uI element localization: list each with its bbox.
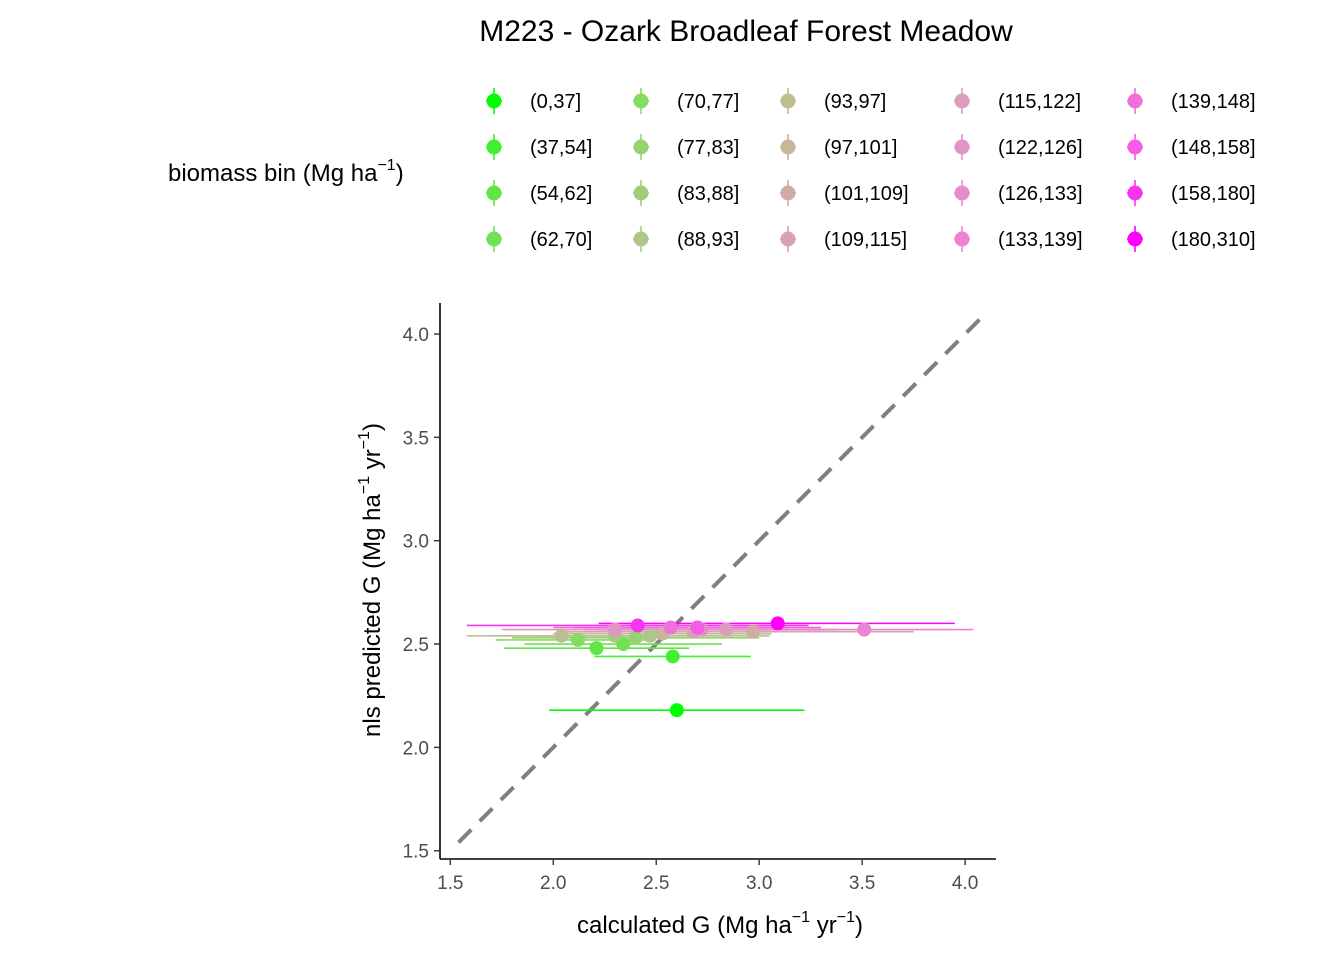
- legend-key-point-2: [486, 185, 502, 201]
- y-axis-title: nls predicted G (Mg ha−1 yr−1): [356, 423, 386, 737]
- legend-item-14: (126,133]: [954, 180, 1083, 206]
- legend-label-13: (122,126]: [998, 137, 1083, 159]
- legend-label-0: (0,37]: [530, 91, 581, 113]
- identity-reference-line: [457, 309, 990, 844]
- legend-label-15: (133,139]: [998, 229, 1083, 251]
- legend-key-point-14: [954, 185, 970, 201]
- y-tick-label-1: 2.0: [403, 738, 429, 759]
- legend-label-16: (139,148]: [1171, 91, 1256, 113]
- legend-label-10: (101,109]: [824, 183, 909, 205]
- legend-key-point-0: [486, 93, 502, 109]
- legend-label-19: (180,310]: [1171, 229, 1256, 251]
- legend-key-point-18: [1127, 185, 1143, 201]
- x-axis-ticks: 1.5 2.0 2.5 3.0 3.5 4.0: [437, 859, 978, 894]
- legend-key-point-17: [1127, 139, 1143, 155]
- legend-item-11: (109,115]: [780, 226, 907, 252]
- legend-item-4: (70,77]: [633, 88, 739, 114]
- legend-item-8: (93,97]: [780, 88, 886, 114]
- legend-key-point-3: [486, 231, 502, 247]
- legend-label-5: (77,83]: [677, 137, 739, 159]
- x-tick-label-0: 1.5: [437, 873, 463, 894]
- legend-key-point-6: [633, 185, 649, 201]
- data-point-4: [570, 632, 585, 647]
- data-point-2: [589, 641, 604, 656]
- legend-label-2: (54,62]: [530, 183, 592, 205]
- legend-item-2: (54,62]: [486, 180, 592, 206]
- legend-item-0: (0,37]: [486, 88, 581, 114]
- legend-label-1: (37,54]: [530, 137, 592, 159]
- legend-label-4: (70,77]: [677, 91, 739, 113]
- legend-key-point-10: [780, 185, 796, 201]
- data-point-5: [628, 630, 643, 645]
- x-tick-label-4: 3.5: [849, 873, 875, 894]
- y-tick-label-4: 3.5: [403, 428, 429, 449]
- legend-item-17: (148,158]: [1127, 134, 1256, 160]
- legend-label-18: (158,180]: [1171, 183, 1256, 205]
- y-tick-label-2: 2.5: [403, 635, 429, 656]
- legend-key-point-16: [1127, 93, 1143, 109]
- legend-title: biomass bin (Mg ha−1): [168, 157, 404, 187]
- plot-panel: [457, 309, 990, 844]
- x-tick-label-5: 4.0: [952, 873, 978, 894]
- y-tick-label-0: 1.5: [403, 842, 429, 863]
- legend-item-16: (139,148]: [1127, 88, 1256, 114]
- legend-item-7: (88,93]: [633, 226, 739, 252]
- legend-item-18: (158,180]: [1127, 180, 1256, 206]
- x-tick-label-1: 2.0: [540, 873, 566, 894]
- legend-key-point-9: [780, 139, 796, 155]
- legend-item-12: (115,122]: [954, 88, 1081, 114]
- legend-label-9: (97,101]: [824, 137, 897, 159]
- legend-label-7: (88,93]: [677, 229, 739, 251]
- legend-key-point-13: [954, 139, 970, 155]
- legend-key-point-12: [954, 93, 970, 109]
- legend-key-point-5: [633, 139, 649, 155]
- legend-item-13: (122,126]: [954, 134, 1083, 160]
- data-point-7: [643, 628, 658, 643]
- data-point-15: [857, 622, 872, 637]
- legend-item-1: (37,54]: [486, 134, 592, 160]
- legend-key-point-11: [780, 231, 796, 247]
- legend: (0,37] (37,54] (54,62] (62,70] (70,77] (77,83…: [486, 88, 1256, 252]
- legend-item-19: (180,310]: [1127, 226, 1256, 252]
- x-axis-title: calculated G (Mg ha−1 yr−1): [577, 909, 863, 939]
- legend-item-5: (77,83]: [633, 134, 739, 160]
- legend-key-point-15: [954, 231, 970, 247]
- y-axis-ticks: 1.5 2.0 2.5 3.0 3.5 4.0: [403, 325, 440, 863]
- legend-item-10: (101,109]: [780, 180, 909, 206]
- chart-title: M223 - Ozark Broadleaf Forest Meadow: [479, 15, 1013, 48]
- data-point-19: [770, 616, 785, 631]
- legend-item-9: (97,101]: [780, 134, 897, 160]
- legend-label-8: (93,97]: [824, 91, 886, 113]
- data-point-17: [690, 620, 705, 635]
- legend-key-point-7: [633, 231, 649, 247]
- legend-key-point-4: [633, 93, 649, 109]
- legend-key-point-8: [780, 93, 796, 109]
- legend-label-6: (83,88]: [677, 183, 739, 205]
- legend-item-15: (133,139]: [954, 226, 1083, 252]
- data-point-8: [554, 628, 569, 643]
- x-tick-label-3: 3.0: [746, 873, 772, 894]
- legend-label-11: (109,115]: [824, 229, 907, 251]
- y-tick-label-3: 3.0: [403, 532, 429, 553]
- legend-item-6: (83,88]: [633, 180, 739, 206]
- data-point-10: [746, 624, 761, 639]
- data-point-12: [719, 622, 734, 637]
- legend-label-17: (148,158]: [1171, 137, 1256, 159]
- legend-key-point-1: [486, 139, 502, 155]
- legend-label-12: (115,122]: [998, 91, 1081, 113]
- legend-label-3: (62,70]: [530, 229, 592, 251]
- data-point-18: [630, 618, 645, 633]
- data-point-1: [665, 649, 680, 664]
- data-point-16: [663, 620, 678, 635]
- data-point-13: [608, 622, 623, 637]
- legend-label-14: (126,133]: [998, 183, 1083, 205]
- legend-key-point-19: [1127, 231, 1143, 247]
- y-tick-label-5: 4.0: [403, 325, 429, 346]
- legend-item-3: (62,70]: [486, 226, 592, 252]
- data-point-0: [669, 703, 684, 718]
- x-tick-label-2: 2.5: [643, 873, 669, 894]
